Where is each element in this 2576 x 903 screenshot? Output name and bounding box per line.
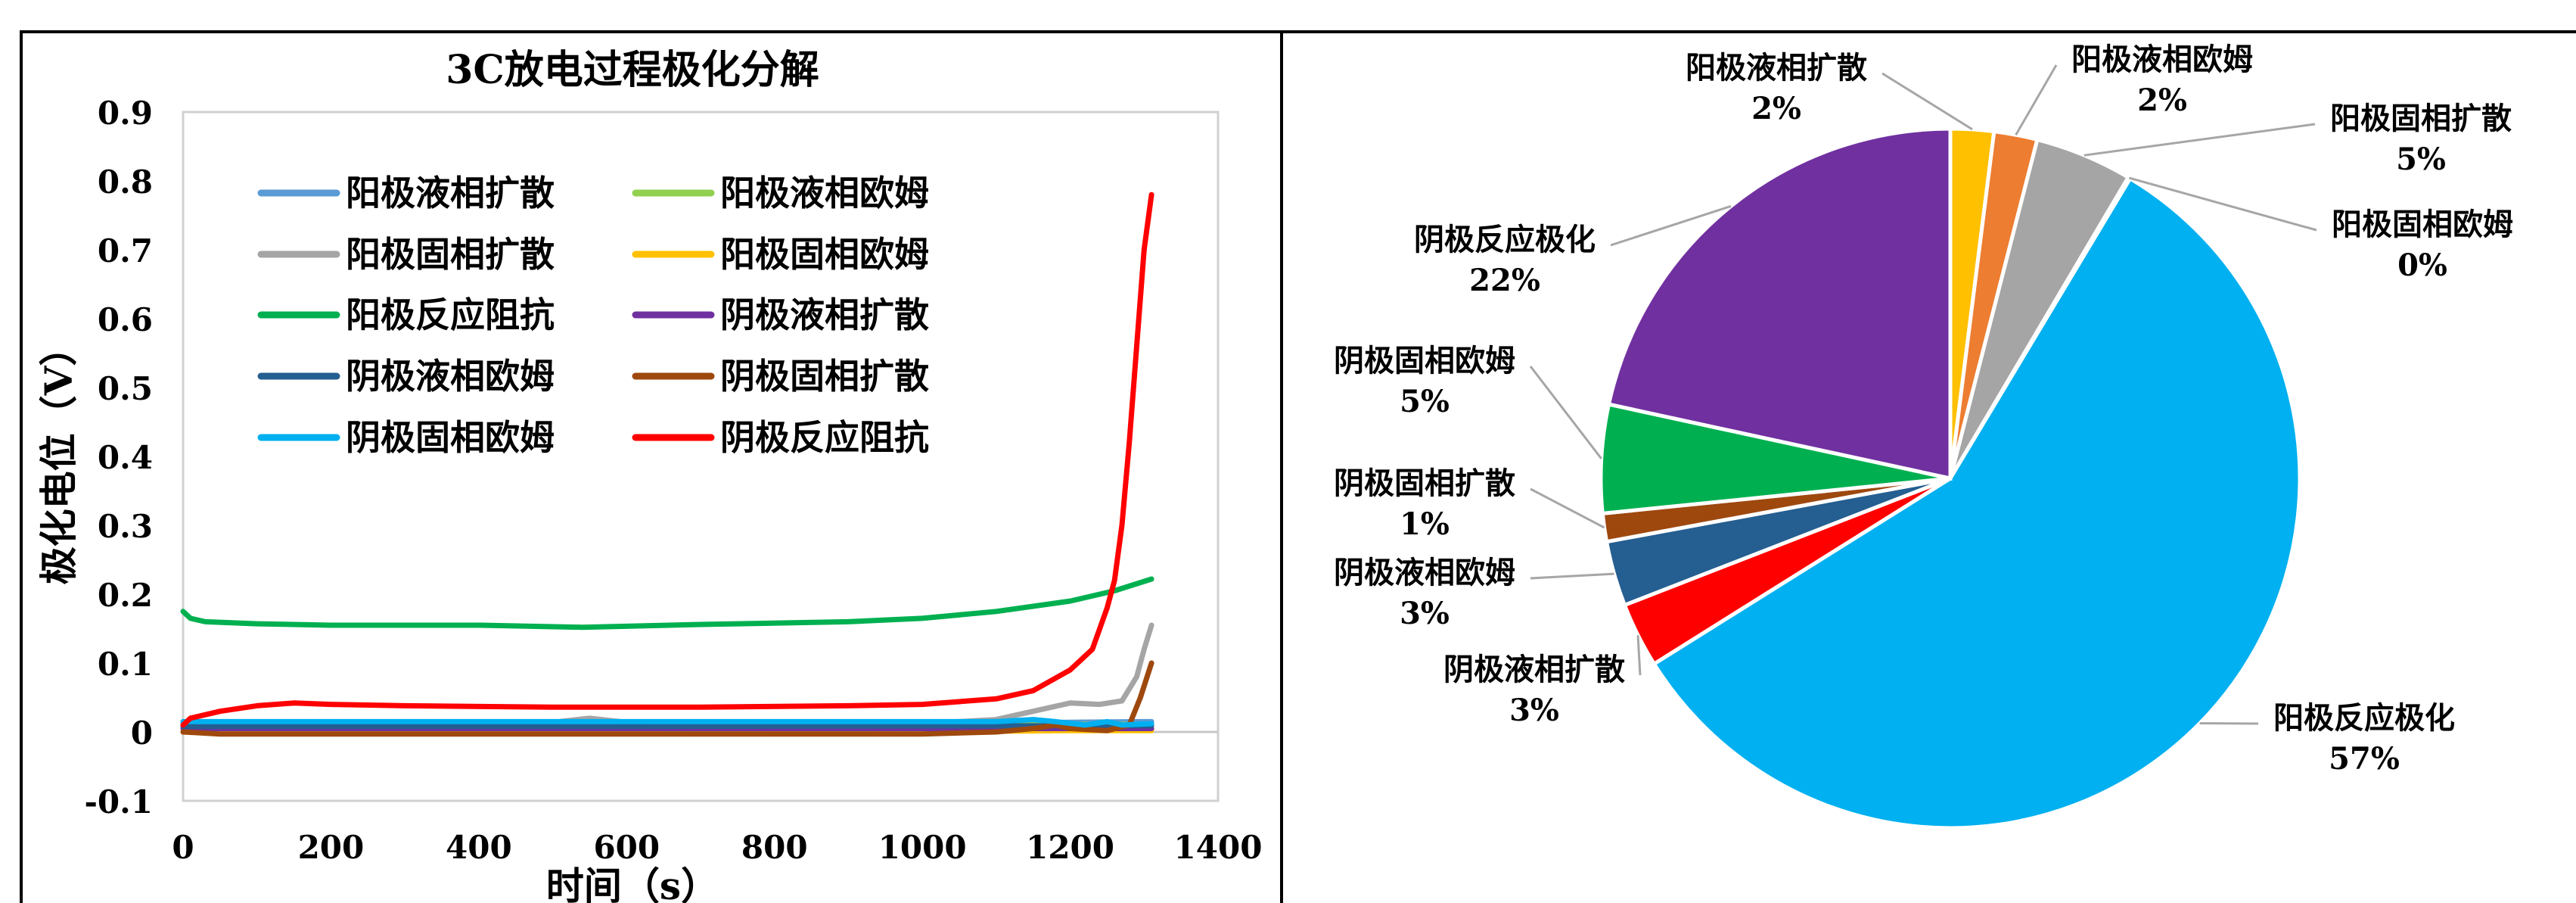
pie-slice-label: 阴极反应极化 bbox=[1414, 222, 1596, 257]
x-tick-label: 200 bbox=[298, 829, 365, 866]
y-axis-label: 极化电位（V） bbox=[36, 329, 81, 585]
pie-chart: 阳极液相扩散 2% 阳极液相欧姆 2% 阳极固相扩散 5% 阳极固相欧姆 0% 阳极反应极化 57… bbox=[1334, 42, 2513, 830]
legend-label: 阳极反应阻抗 bbox=[346, 294, 555, 335]
x-tick-label: 0 bbox=[172, 829, 194, 866]
pie-slice-percent: 1% bbox=[1400, 506, 1450, 542]
leader-line bbox=[1530, 572, 1614, 580]
series-lines bbox=[180, 191, 1154, 737]
pie-slice-percent: 0% bbox=[2397, 248, 2447, 283]
pie-slice-percent: 3% bbox=[1400, 596, 1450, 631]
series-line bbox=[180, 622, 1154, 728]
legend-label: 阴极固相欧姆 bbox=[346, 417, 555, 458]
line-chart-panel bbox=[20, 30, 1283, 903]
leader-line bbox=[2015, 64, 2058, 135]
leader-line bbox=[1636, 635, 1642, 676]
y-tick-label: 0.6 bbox=[98, 301, 153, 338]
pie-slice-label: 阳极固相扩散 bbox=[2330, 101, 2512, 136]
x-tick-label: 600 bbox=[593, 829, 660, 866]
legend-label: 阳极液相扩散 bbox=[346, 173, 555, 213]
pie-slice-label: 阳极液相扩散 bbox=[1686, 50, 1867, 86]
legend-label: 阳极固相欧姆 bbox=[720, 234, 929, 275]
line-chart: 3C放电过程极化分解 -0.1 0 0.1 0.2 0.3 0.4 0.5 0.6 0.7 0.8… bbox=[36, 47, 1262, 903]
x-axis-ticks: 0 200 400 600 800 1000 1200 1400 bbox=[172, 829, 1262, 866]
legend-label: 阴极液相扩散 bbox=[720, 294, 929, 335]
y-tick-label: 0.3 bbox=[98, 508, 153, 545]
pie-slice-percent: 3% bbox=[1509, 693, 1559, 728]
y-tick-label: 0.7 bbox=[98, 232, 153, 269]
legend-label: 阳极液相欧姆 bbox=[720, 173, 929, 213]
leader-line bbox=[2128, 176, 2317, 232]
pie-chart-panel bbox=[1280, 30, 2576, 903]
pie-slice-label: 阳极反应极化 bbox=[2273, 700, 2455, 736]
pie-slice-percent: 57% bbox=[2329, 741, 2400, 777]
pie-slice-percent: 5% bbox=[2396, 142, 2446, 177]
x-tick-label: 1200 bbox=[1026, 829, 1114, 866]
pie-slice-label: 阴极液相扩散 bbox=[1443, 652, 1625, 687]
pie-slice-label: 阳极液相欧姆 bbox=[2071, 42, 2253, 77]
pie-slices bbox=[1599, 126, 2302, 830]
legend-label: 阴极液相欧姆 bbox=[346, 356, 555, 397]
pie-leader-lines bbox=[1529, 64, 2317, 725]
pie-slice-percent: 2% bbox=[2137, 83, 2187, 118]
legend-label: 阴极反应阻抗 bbox=[720, 417, 929, 458]
pie-slice-percent: 5% bbox=[1400, 384, 1450, 419]
y-tick-label: 0.9 bbox=[98, 95, 153, 132]
pie-slice-percent: 22% bbox=[1469, 263, 1540, 298]
y-tick-label: -0.1 bbox=[84, 783, 153, 820]
y-tick-label: 0 bbox=[131, 715, 153, 752]
legend-label: 阳极固相扩散 bbox=[346, 234, 555, 275]
leader-line bbox=[1882, 72, 1973, 131]
chart-title: 3C放电过程极化分解 bbox=[446, 47, 819, 93]
series-line bbox=[180, 717, 1154, 728]
leader-line bbox=[1530, 487, 1605, 529]
y-tick-label: 0.1 bbox=[98, 646, 153, 683]
x-tick-label: 1400 bbox=[1174, 829, 1263, 866]
plot-area bbox=[182, 111, 1220, 802]
y-axis-ticks: -0.1 0 0.1 0.2 0.3 0.4 0.5 0.6 0.7 0.8 0.9 bbox=[84, 95, 153, 820]
leader-line bbox=[1529, 366, 1602, 459]
pie-labels: 阳极液相扩散 2% 阳极液相欧姆 2% 阳极固相扩散 5% 阳极固相欧姆 0% 阳极反应极化 57… bbox=[1334, 42, 2513, 777]
x-axis-label: 时间（s） bbox=[546, 864, 719, 903]
pie-slice-percent: 2% bbox=[1751, 91, 1801, 126]
pie-slice-label: 阴极固相扩散 bbox=[1334, 466, 1515, 501]
pie-slice-label: 阴极固相欧姆 bbox=[1334, 343, 1515, 378]
pie-slice bbox=[1606, 126, 1953, 481]
leader-line bbox=[1610, 204, 1732, 247]
series-line bbox=[180, 191, 1154, 728]
y-tick-label: 0.4 bbox=[98, 439, 153, 476]
pie-slice-label: 阳极固相欧姆 bbox=[2332, 207, 2513, 242]
pie-slice-label: 阴极液相欧姆 bbox=[1334, 555, 1515, 590]
series-line bbox=[180, 723, 1154, 730]
leader-line bbox=[2083, 123, 2316, 157]
y-tick-label: 0.5 bbox=[98, 370, 153, 407]
x-tick-label: 400 bbox=[446, 829, 512, 866]
pie-slice bbox=[1599, 402, 1951, 516]
y-tick-label: 0.8 bbox=[98, 163, 153, 201]
x-tick-label: 1000 bbox=[878, 829, 967, 866]
legend-label: 阴极固相扩散 bbox=[720, 356, 929, 397]
x-tick-label: 800 bbox=[741, 829, 808, 866]
y-tick-label: 0.2 bbox=[98, 577, 153, 614]
series-line bbox=[180, 576, 1154, 631]
